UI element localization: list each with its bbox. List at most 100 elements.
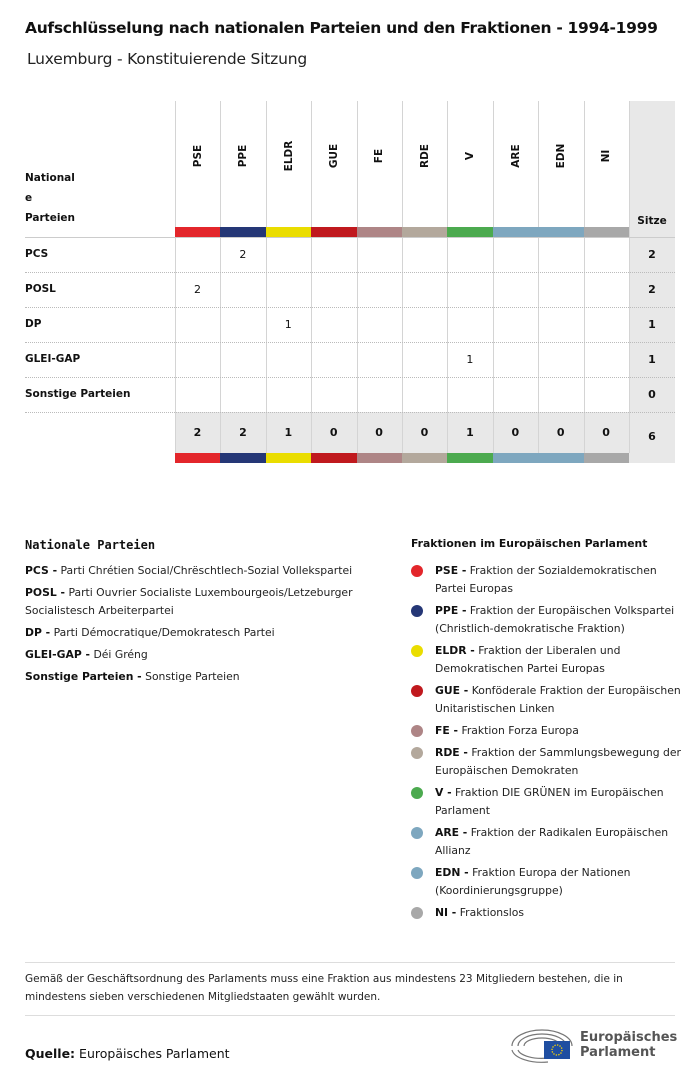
table-cell: 2	[194, 283, 201, 296]
divider	[25, 962, 675, 963]
row-seats: 2	[648, 248, 656, 261]
column-header-gue: GUE	[327, 143, 340, 169]
party-code: DP -	[25, 626, 51, 639]
source: Quelle: Europäisches Parlament	[25, 1046, 230, 1061]
group-legend-item: ELDR - Fraktion der Liberalen und Demokr…	[435, 642, 685, 678]
group-legend-item: NI - Fraktionslos	[435, 904, 685, 922]
row-label: Sonstige Parteien	[25, 388, 131, 400]
party-name: Parti Chrétien Social/Chrëschtlech-Sozia…	[60, 564, 353, 577]
legend-color-dot-icon	[411, 867, 423, 879]
column-divider	[583, 101, 585, 453]
group-color-bar	[583, 453, 630, 463]
source-value: Europäisches Parlament	[79, 1046, 230, 1061]
logo-text: Europäisches Parlament	[580, 1030, 678, 1060]
corner-header: National e Parteien	[25, 168, 75, 228]
group-color-bar	[220, 227, 267, 237]
row-divider	[25, 412, 675, 413]
group-legend-item: ARE - Fraktion der Radikalen Europäische…	[435, 824, 685, 860]
groups-legend-heading: Fraktionen im Europäischen Parlament	[411, 537, 648, 550]
legend-color-dot-icon	[411, 827, 423, 839]
column-divider	[538, 101, 540, 453]
group-color-bar	[447, 453, 494, 463]
column-header-edn: EDN	[554, 143, 567, 169]
row-seats: 1	[648, 353, 656, 366]
party-name: Sonstige Parteien	[145, 670, 240, 683]
row-seats: 1	[648, 318, 656, 331]
group-code: RDE -	[435, 746, 468, 759]
group-color-bar	[447, 227, 494, 237]
column-header-pse: PSE	[191, 144, 204, 168]
group-color-bar	[356, 227, 403, 237]
footnote: Gemäß der Geschäftsordnung des Parlament…	[25, 973, 623, 1003]
row-divider	[25, 307, 675, 308]
group-name: Fraktion der Liberalen und Demokratische…	[435, 644, 621, 675]
legend-color-dot-icon	[411, 645, 423, 657]
row-seats: 2	[648, 283, 656, 296]
group-code: V -	[435, 786, 452, 799]
row-label: POSL	[25, 283, 56, 295]
legend-color-dot-icon	[411, 747, 423, 759]
group-legend-item: PPE - Fraktion der Europäischen Volkspar…	[435, 602, 685, 638]
legend-color-dot-icon	[411, 605, 423, 617]
column-total: 0	[602, 426, 610, 439]
group-legend-item: FE - Fraktion Forza Europa	[435, 722, 685, 740]
group-color-bar	[402, 453, 448, 463]
column-header-ppe: PPE	[237, 144, 250, 168]
column-header-ni: NI	[600, 149, 613, 163]
column-divider	[265, 101, 267, 453]
row-label: PCS	[25, 248, 49, 260]
national-party-item: Sonstige Parteien - Sonstige Parteien	[25, 668, 385, 686]
group-code: PPE -	[435, 604, 467, 617]
group-name: Fraktion der Sozialdemokratischen Partei…	[435, 564, 657, 595]
group-name: Fraktion Europa der Nationen (Koordinier…	[435, 866, 631, 897]
group-code: ELDR -	[435, 644, 475, 657]
party-name: Parti Ouvrier Socialiste Luxembourgeois/…	[25, 586, 353, 617]
group-legend-item: V - Fraktion DIE GRÜNEN im Europäischen …	[435, 784, 685, 820]
column-header-are: ARE	[509, 144, 522, 168]
corner-line: National	[25, 172, 75, 184]
divider	[25, 1015, 675, 1016]
party-code: GLEI-GAP -	[25, 648, 90, 661]
legend-color-dot-icon	[411, 565, 423, 577]
group-legend-item: PSE - Fraktion der Sozialdemokratischen …	[435, 562, 685, 598]
national-party-item: GLEI-GAP - Déi Gréng	[25, 646, 385, 664]
column-divider	[175, 101, 176, 453]
group-code: FE -	[435, 724, 458, 737]
row-seats: 0	[648, 388, 656, 401]
group-legend-item: GUE - Konföderale Fraktion der Europäisc…	[435, 682, 685, 718]
national-party-item: POSL - Parti Ouvrier Socialiste Luxembou…	[25, 584, 385, 620]
party-code: POSL -	[25, 586, 65, 599]
total-seats: 6	[648, 430, 656, 443]
group-color-bar	[583, 227, 630, 237]
group-code: EDN -	[435, 866, 469, 879]
table-cell: 2	[239, 248, 247, 261]
column-total: 0	[329, 426, 338, 439]
group-name: Fraktion Forza Europa	[461, 724, 579, 737]
page-subtitle: Luxemburg - Konstituierende Sitzung	[27, 50, 308, 68]
group-color-bar	[356, 453, 403, 463]
row-divider	[25, 272, 675, 273]
header-rule	[25, 237, 675, 238]
seats-header: Sitze	[637, 215, 667, 227]
national-party-item: PCS - Parti Chrétien Social/Chrëschtlech…	[25, 562, 385, 580]
group-color-bar	[311, 227, 358, 237]
legend-color-dot-icon	[411, 907, 423, 919]
row-divider	[25, 377, 675, 378]
row-divider	[25, 342, 675, 343]
national-party-item: DP - Parti Démocratique/Demokratesch Par…	[25, 624, 385, 642]
group-color-bar	[265, 453, 312, 463]
group-color-bar	[538, 227, 585, 237]
party-name: Parti Démocratique/Demokratesch Partei	[53, 626, 275, 639]
group-code: ARE -	[435, 826, 468, 839]
row-label: GLEI-GAP	[25, 353, 81, 365]
group-legend-item: RDE - Fraktion der Sammlungsbewegung der…	[435, 744, 685, 780]
group-color-bar	[492, 453, 539, 463]
european-parliament-logo	[511, 1029, 573, 1063]
row-label: DP	[25, 318, 42, 330]
national-parties-heading: Nationale Parteien	[25, 538, 156, 552]
column-total: 0	[511, 426, 520, 439]
column-divider	[402, 101, 403, 453]
table-cell: 1	[466, 353, 474, 366]
column-total: 0	[375, 426, 383, 439]
group-color-bar	[492, 227, 539, 237]
